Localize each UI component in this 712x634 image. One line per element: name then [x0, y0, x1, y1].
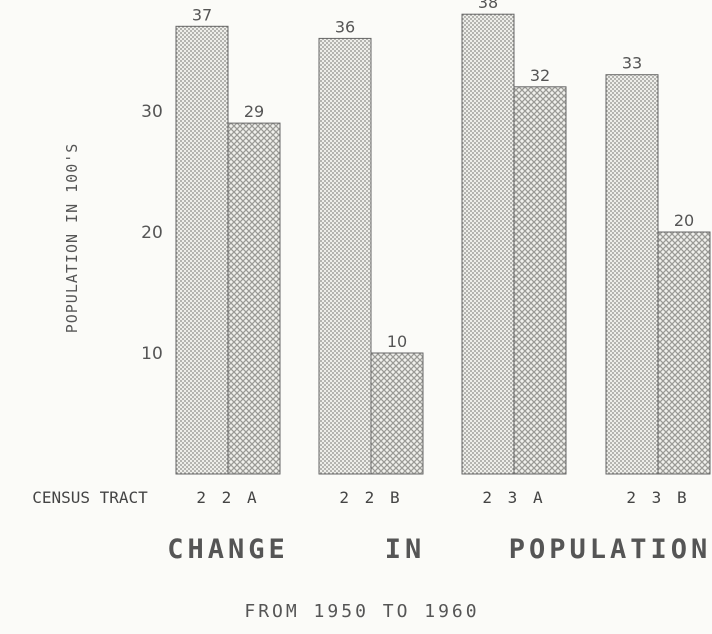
chart-title-word: CHANGE — [167, 534, 289, 565]
bars — [175, 13, 711, 475]
bar-value-label: 37 — [192, 5, 212, 24]
bar — [227, 122, 281, 475]
bar-value-label: 20 — [674, 211, 694, 230]
chart-title-word: POPULATION — [509, 534, 712, 565]
bar-value-label: 29 — [244, 102, 264, 121]
bar — [461, 13, 515, 475]
bar — [175, 25, 229, 475]
category-label: 2 3 A — [482, 488, 545, 507]
category-label: 2 2 A — [196, 488, 259, 507]
chart-title-word: IN — [385, 534, 426, 565]
bar — [318, 37, 372, 475]
category-label: 2 2 B — [339, 488, 402, 507]
bar — [370, 352, 424, 475]
category-label: 2 3 B — [626, 488, 689, 507]
y-axis-label: POPULATION IN 100'S — [63, 143, 81, 334]
bar — [513, 86, 567, 475]
bar-value-label: 32 — [530, 66, 550, 85]
bar-value-label: 33 — [622, 54, 642, 73]
chart-title: CHANGE IN POPULATION — [167, 534, 712, 565]
bar-value-label: 38 — [478, 0, 498, 12]
y-tick-label: 30 — [141, 102, 163, 122]
bar-value-label: 36 — [335, 17, 355, 36]
y-tick-label: 20 — [141, 223, 163, 243]
bar — [657, 231, 711, 475]
y-tick-label: 10 — [141, 344, 163, 364]
bar-value-label: 10 — [387, 332, 407, 351]
category-labels: 2 2 A 2 2 B 2 3 A 2 3 B — [196, 488, 689, 507]
y-tick-labels: 10 20 30 — [141, 102, 163, 364]
chart-subtitle: FROM 1950 TO 1960 — [244, 601, 479, 622]
bar — [605, 74, 659, 475]
x-axis-label: CENSUS TRACT — [32, 488, 148, 507]
bar-value-labels: 37 36 38 33 29 10 32 20 — [192, 0, 694, 351]
